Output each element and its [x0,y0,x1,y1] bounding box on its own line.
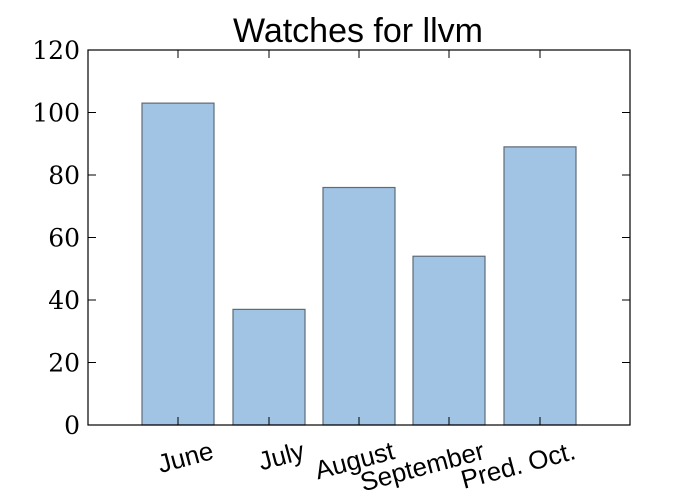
y-tick-label: 20 [48,349,80,378]
y-tick-label: 80 [48,161,80,190]
x-tick-label: July [255,435,307,476]
y-axis: 0 20 40 60 80 100 120 [32,36,630,440]
y-tick-label: 120 [32,36,80,65]
chart-title: Watches for llvm [233,12,483,50]
bar-july [232,308,306,426]
bar-june [141,102,215,426]
bars-group [141,102,577,426]
y-tick-label: 40 [48,286,80,315]
bar-pred-oct [503,146,577,426]
y-tick-label: 0 [64,411,80,440]
y-tick-label: 100 [32,99,80,128]
bar-september [412,255,486,426]
y-tick-label: 60 [48,224,80,253]
bar-august [322,186,396,426]
x-tick-label: June [154,435,216,479]
